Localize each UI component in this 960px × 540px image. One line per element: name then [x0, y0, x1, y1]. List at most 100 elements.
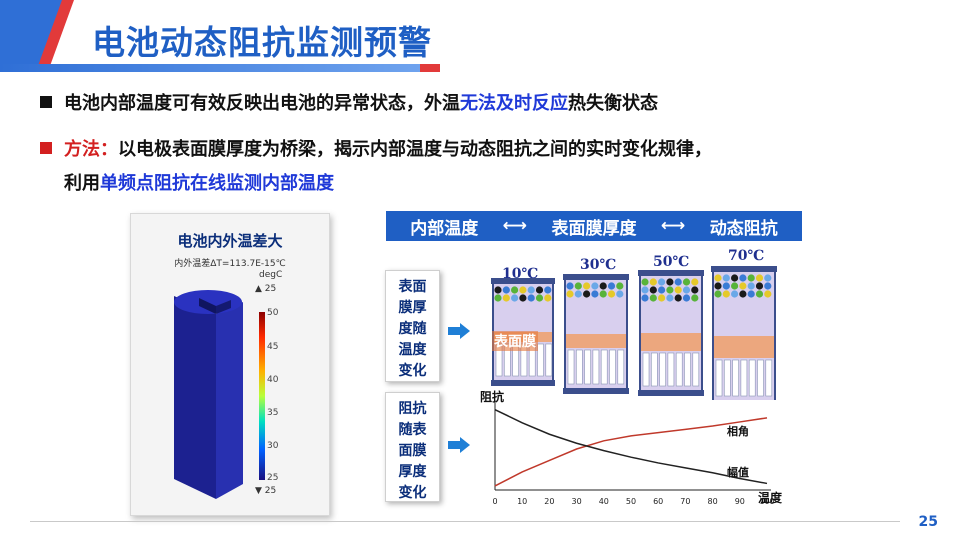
electrode-stripe [651, 352, 658, 387]
x-tick-label: 10 [517, 497, 527, 506]
battery-cylinder-figure [174, 290, 265, 499]
electrode-particle [755, 290, 764, 298]
electrode-particle [574, 282, 582, 290]
x-tick-label: 60 [653, 497, 663, 506]
electrode-particle [682, 294, 691, 302]
x-tick-label: 100 [759, 497, 774, 506]
electrode-particle [599, 282, 607, 290]
electrode-particle [658, 278, 666, 286]
electrode-particle [674, 286, 682, 294]
electrode-particle [764, 274, 772, 282]
electrode-particle [666, 278, 674, 286]
colorbar-max-label: ▲ 25 [255, 284, 277, 294]
bullet-3-highlight: 单频点阻抗在线监测内部温度 [100, 173, 334, 194]
page-number: 25 [918, 514, 938, 530]
electrode-particle [722, 274, 730, 282]
electrode-stripe [659, 352, 666, 387]
electrode-stripe [675, 352, 683, 387]
electrode-particle [714, 274, 722, 282]
electrode-particle [591, 282, 599, 290]
surface-film-layer [566, 334, 626, 348]
electrode-particle [519, 286, 527, 294]
chart-y-label: 阻抗 [480, 390, 505, 404]
film-label: 表面膜 [492, 331, 538, 351]
electrode-particle [714, 290, 722, 298]
electrode-stripe [609, 349, 616, 385]
bullet-2-text: 以电极表面膜厚度为桥梁，揭示内部温度与动态阻抗之间的实时变化规律， [118, 139, 712, 160]
electrode-stripe [692, 352, 700, 387]
electrode-particle [583, 290, 591, 298]
electrode-particle [502, 294, 510, 302]
page-title: 电池动态阻抗监测预警 [92, 23, 432, 62]
x-tick-label: 0 [492, 497, 497, 506]
right-arrow-icon [448, 437, 470, 453]
electrode-particle [519, 294, 527, 302]
electrode-particle [764, 282, 772, 290]
electrode-stripe [576, 349, 583, 385]
colorbar-tick: 35 [267, 408, 279, 418]
electrode-particle [527, 286, 535, 294]
label-line: 阻抗 [398, 401, 427, 417]
electrode-particle [731, 282, 739, 290]
chart-x-label: 温度 [758, 491, 783, 505]
x-tick-label: 90 [735, 497, 745, 506]
header-underline-accent [420, 64, 440, 72]
electrode-particle [566, 290, 574, 298]
electrode-stripe [584, 349, 591, 385]
electrode-stripe [617, 349, 625, 385]
electrode-particle [731, 290, 739, 298]
double-arrow-icon: ⟷ [502, 216, 528, 236]
electrode-particle [641, 294, 649, 302]
electrode-particle [544, 294, 552, 302]
surface-film-layer [714, 336, 774, 358]
cell-top-cap [563, 274, 629, 280]
electrode-particle [714, 282, 722, 290]
simulation-panel: 电池内外温差大 内外温差ΔT=113.7E-15℃ degC [130, 213, 330, 516]
relationship-bar: 内部温度 ⟷ 表面膜厚度 ⟷ 动态阻抗 [386, 211, 802, 241]
electrode-stripe [715, 359, 723, 397]
electrode-particle [739, 282, 747, 290]
cell-top-cap [638, 270, 704, 276]
battery-cells-figure [491, 266, 777, 400]
bullet-1: 电池内部温度可有效反映出电池的异常状态，外温无法及时反应热失衡状态 [40, 88, 658, 120]
electrode-particle [511, 286, 519, 294]
label-box-impedance-vs-film: 阻抗 随表 面膜 厚度 变化 [385, 392, 440, 502]
label-line: 厚度 [398, 464, 427, 480]
label-box-film-vs-temp: 表面 膜厚 度随 温度 变化 [385, 270, 440, 382]
electrode-stripe [765, 359, 773, 397]
cell-bottom-cap [563, 388, 629, 394]
bullet-1-highlight: 无法及时反应 [460, 93, 568, 114]
electrode-particle [722, 282, 730, 290]
electrode-particle [641, 286, 649, 294]
colorbar-tick: 50 [267, 308, 279, 318]
electrode-particle [691, 294, 699, 302]
electrode-particle [599, 290, 607, 298]
electrode-particle [511, 294, 519, 302]
electrode-particle [739, 274, 747, 282]
footer-divider [30, 521, 900, 522]
electrode-particle [666, 286, 674, 294]
bullet-1-text-end: 热失衡状态 [568, 93, 658, 114]
x-tick-label: 80 [708, 497, 718, 506]
colorbar-unit: degC [259, 270, 283, 280]
x-tick-label: 50 [626, 497, 636, 506]
cell-top-cap [711, 266, 777, 272]
electrode-particle [674, 278, 682, 286]
cell-temp-label: 50℃ [653, 254, 690, 270]
electrode-stripe [537, 343, 544, 377]
electrode-particle [641, 278, 649, 286]
colorbar-tick: 45 [267, 342, 279, 352]
x-tick-label: 70 [680, 497, 690, 506]
label-line: 温度 [398, 342, 427, 358]
electrode-particle [527, 294, 535, 302]
cell-temp-label: 70℃ [728, 248, 765, 264]
electrode-particle [494, 294, 502, 302]
bar-item-film-thickness: 表面膜厚度 [551, 218, 637, 239]
electrode-particle [674, 294, 682, 302]
electrode-particle [658, 294, 666, 302]
electrode-particle [616, 290, 624, 298]
electrode-particle [583, 282, 591, 290]
electrode-stripe [567, 349, 575, 385]
electrode-stripe [757, 359, 764, 397]
electrode-stripe [592, 349, 600, 385]
